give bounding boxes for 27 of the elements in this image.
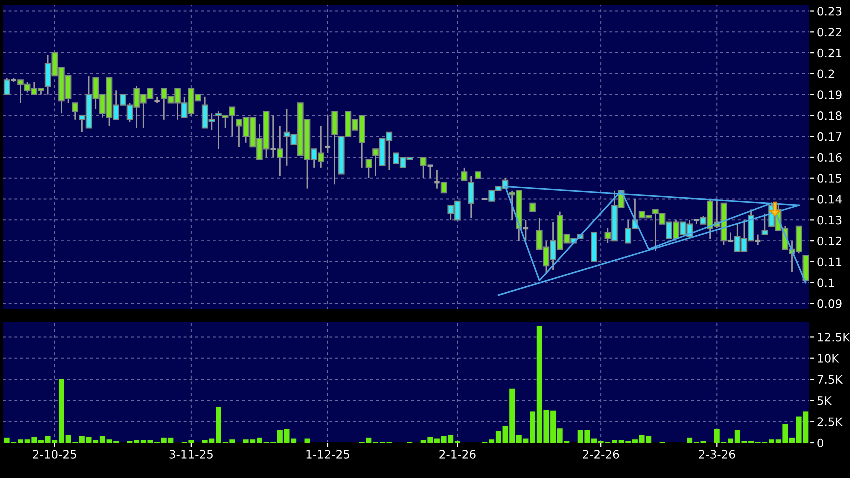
y-tick-label: 10K [818,354,840,363]
y-tick-label: 7.5K [818,376,844,384]
y-tick-label: 0.19 [818,90,842,100]
y-tick-label: 12.5K [818,333,850,342]
y-tick-label: 0.18 [818,112,842,120]
y-tick-label: 0.16 [818,153,842,162]
y-tick-label: 2.5K [818,418,844,426]
x-tick-label: 2-2-26 [583,450,620,459]
y-tick-label: 0.15 [818,174,842,183]
y-tick-label: 0.23 [818,7,842,16]
y-tick-label: 0.13 [818,216,842,225]
y-tick-label: 0.1 [818,278,834,288]
y-tick-label: 5K [818,396,832,406]
x-tick-label: 1-12-25 [306,450,350,459]
x-tick-label: 2-1-26 [440,450,476,459]
y-tick-label: 0.22 [818,28,842,37]
x-tick-label: 3-11-25 [170,450,213,459]
y-tick-label: 0.21 [818,48,842,58]
x-tick-label: 2-3-26 [699,450,736,459]
x-tick-label: 2-10-25 [33,450,76,459]
y-tick-label: 0 [818,438,824,448]
y-tick-label: 0.17 [818,132,842,142]
y-tick-label: 0.09 [818,300,842,308]
y-tick-label: 0.2 [818,70,834,78]
y-tick-label: 0.11 [818,258,842,266]
y-tick-label: 0.12 [818,236,842,246]
y-tick-label: 0.14 [818,195,842,204]
